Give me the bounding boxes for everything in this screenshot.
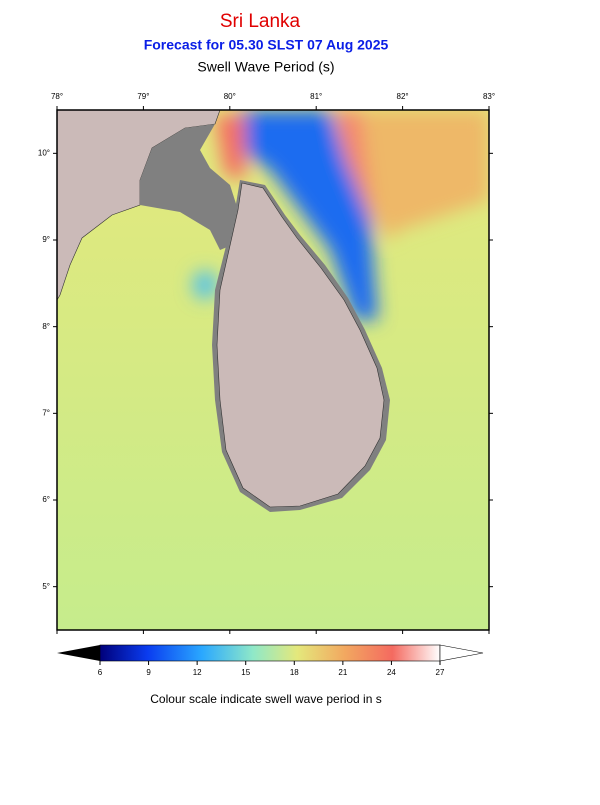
axes: 78° 79° 80° 81° 82° 83° 5° 6° 7° 8° 9° 10° 6 9 12 15 18 2…	[38, 92, 495, 677]
colorbar	[99, 644, 441, 662]
x-tick-label: 81°	[310, 92, 322, 101]
title: Sri Lanka	[220, 11, 301, 32]
colorbar-tick-label: 6	[98, 668, 103, 677]
colorbar-tick-label: 9	[146, 668, 151, 677]
y-tick-label: 5°	[42, 582, 50, 591]
y-tick-label: 8°	[42, 322, 50, 331]
colorbar-low	[57, 645, 100, 661]
y-tick-label: 9°	[42, 235, 50, 244]
subtitle: Forecast for 05.30 SLST 07 Aug 2025	[144, 37, 389, 53]
colorbar-tick-label: 24	[387, 668, 396, 677]
colorbar-tick-label: 12	[193, 668, 202, 677]
y-tick-label: 6°	[42, 495, 50, 504]
y-tick-label: 10°	[38, 148, 50, 157]
shallow-bay	[140, 124, 238, 250]
x-tick-label: 79°	[137, 92, 149, 101]
map-frame	[56, 109, 490, 631]
x-tick-label: 83°	[483, 92, 495, 101]
y-tick-label: 7°	[42, 408, 50, 417]
colorbar-high	[439, 644, 484, 662]
x-tick-label: 82°	[397, 92, 409, 101]
x-tick-label: 78°	[51, 92, 63, 101]
variable: Swell Wave Period (s)	[197, 59, 334, 75]
x-tick-label: 80°	[224, 92, 236, 101]
map-field	[57, 110, 489, 630]
colorbar-caption: Colour scale indicate swell wave period …	[150, 692, 381, 706]
colorbar-tick-label: 15	[241, 668, 250, 677]
wave-field	[193, 110, 489, 320]
colorbar-tick-label: 27	[436, 668, 445, 677]
sri-lanka	[216, 182, 385, 508]
colorbar-tick-label: 18	[290, 668, 299, 677]
colorbar-tick-label: 21	[338, 668, 347, 677]
